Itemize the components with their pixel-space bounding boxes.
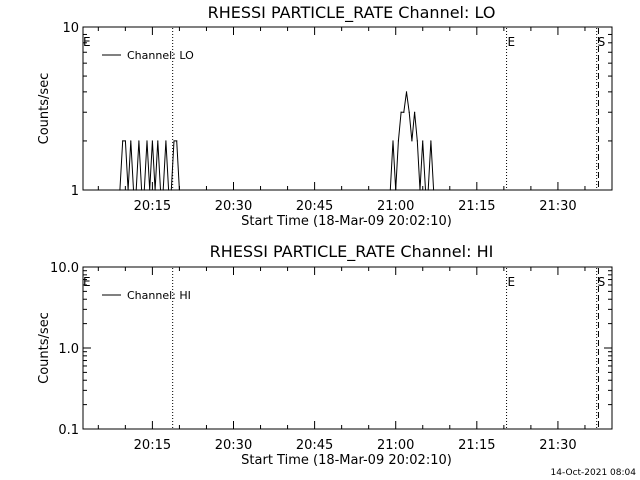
legend-label: Channel: LO [127,49,194,62]
event-marker-label: E [83,275,91,289]
data-point [416,140,418,142]
x-tick-label: 21:00 [377,438,414,453]
event-marker-label: E [508,275,516,289]
x-tick-label: 21:30 [539,199,576,214]
data-point [424,189,427,191]
x-tick-label: 20:15 [134,199,171,214]
y-tick-label: 0.1 [58,423,79,438]
data-point [403,111,405,113]
chart-title: RHESSI PARTICLE_RATE Channel: HI [210,242,494,262]
data-point [178,189,181,191]
data-point [168,189,170,191]
x-tick-label: 21:30 [539,438,576,453]
event-marker-label: S [598,35,606,49]
data-point [165,140,167,142]
data-point [143,189,145,191]
x-axis-label: Start Time (18-Mar-09 20:02:10) [241,453,452,468]
data-point [430,140,432,142]
event-marker-label: S [598,275,606,289]
data-point [146,140,148,142]
data-point [397,140,400,142]
y-tick-label: 1.0 [58,342,79,357]
data-point [405,91,408,93]
data-point [149,189,151,191]
chart-title: RHESSI PARTICLE_RATE Channel: LO [208,3,496,23]
x-tick-label: 21:15 [458,438,495,453]
x-tick-label: 20:30 [215,438,252,453]
data-point [414,111,416,113]
data-point [176,140,178,142]
timestamp-label: 14-Oct-2021 08:04 [551,468,637,478]
x-tick-label: 20:45 [296,438,333,453]
chart-panel-hi: RHESSI PARTICLE_RATE Channel: HI 0.1 1.0 10… [37,242,613,468]
x-tick-label: 20:45 [296,199,333,214]
data-point [173,140,175,142]
x-tick-label: 21:15 [458,199,495,214]
y-tick-label: 1 [71,184,79,199]
data-point [119,189,121,191]
data-point [138,140,140,142]
event-marker-label: E [508,35,516,49]
data-point [400,111,402,113]
data-point [427,189,429,191]
event-marker-label: E [83,35,91,49]
plot-frame [82,26,613,191]
x-tick-label: 20:30 [215,199,252,214]
data-point [159,189,162,191]
data-point [154,189,156,191]
data-point [389,189,391,191]
x-tick-label: 20:15 [134,438,171,453]
data-point [170,189,172,191]
data-point [392,140,394,142]
data-point [162,189,164,191]
data-point [151,140,153,142]
data-point [130,140,132,142]
y-axis-label: Counts/sec [37,312,52,384]
data-point [395,189,397,191]
data-point [140,189,143,191]
y-tick-label: 10.0 [50,261,79,276]
y-axis-label: Counts/sec [37,73,52,145]
data-point [432,189,435,191]
data-point [157,140,159,142]
y-tick-label: 10 [62,21,79,36]
data-point [419,189,421,191]
x-axis-label: Start Time (18-Mar-09 20:02:10) [241,214,452,229]
data-point [132,189,135,191]
data-point [408,111,410,113]
legend-label: Channel: HI [127,289,191,302]
data-series-line [119,140,180,191]
data-point [124,140,126,142]
data-point [135,189,137,191]
data-point [411,140,413,142]
chart-panel-lo: RHESSI PARTICLE_RATE Channel: LO 1 10 Count… [37,3,613,229]
x-tick-label: 21:00 [377,199,414,214]
data-point [422,140,424,142]
data-point [127,189,129,191]
data-point [122,140,124,142]
